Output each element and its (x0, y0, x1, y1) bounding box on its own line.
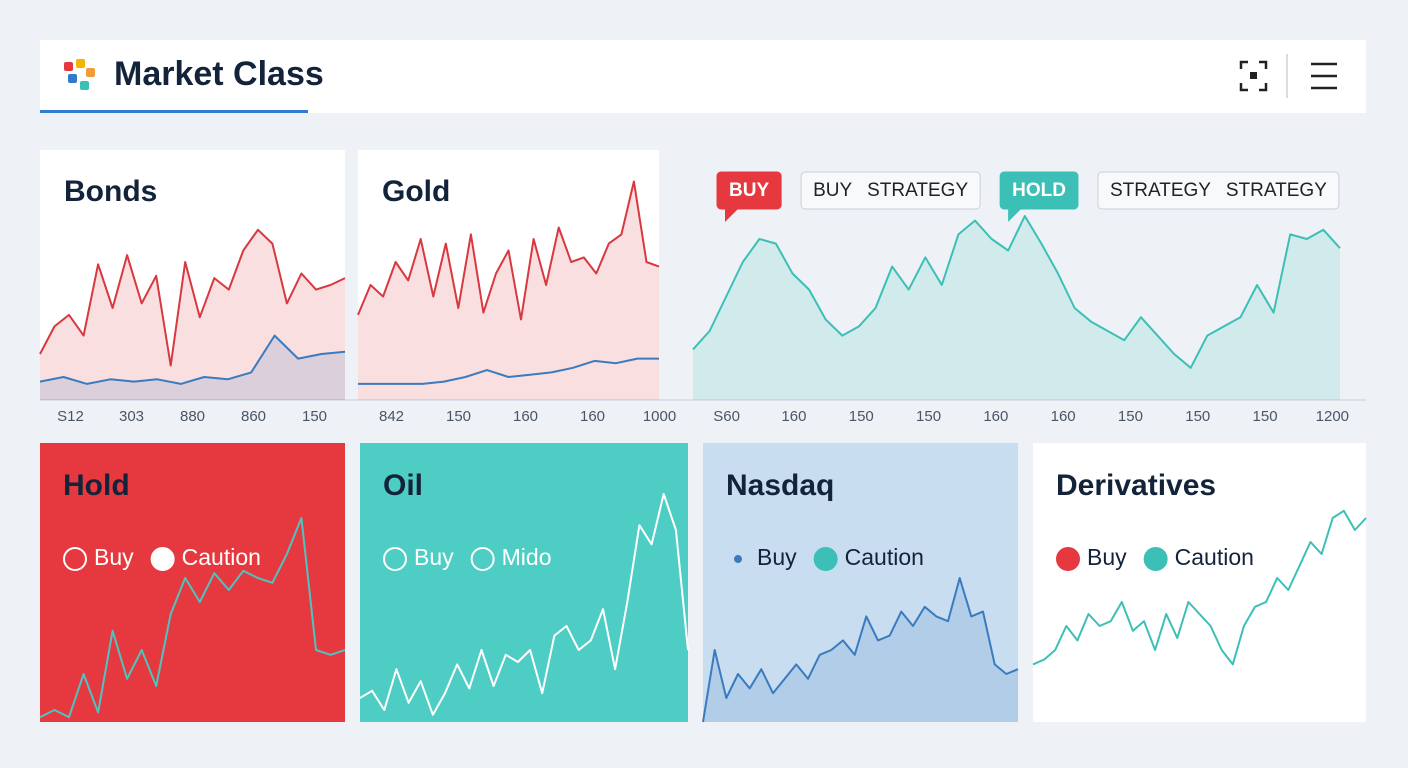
axis-label: 303 (119, 408, 144, 425)
panel-background (360, 443, 688, 722)
line (39, 517, 346, 719)
legend-label: Mido (502, 544, 552, 570)
line (1032, 509, 1367, 666)
tag-pointer (725, 208, 739, 222)
legend-marker (63, 547, 87, 571)
area (693, 216, 1340, 400)
tag-box (999, 171, 1079, 210)
line (39, 228, 346, 367)
line (692, 215, 1341, 369)
axis-label: 880 (180, 408, 205, 425)
line (359, 493, 689, 716)
axis-label: 150 (1118, 408, 1143, 425)
legend-marker (813, 547, 838, 571)
axis-label: 160 (580, 408, 605, 425)
axis-label: 860 (241, 408, 266, 425)
legend-marker (1056, 547, 1080, 571)
panel-title: Oil (383, 469, 423, 502)
axis-label: 150 (849, 408, 874, 425)
legend-label: Buy (1087, 544, 1127, 570)
tag-text: STRATEGY STRATEGY (1110, 180, 1327, 201)
axis-label: 842 (379, 408, 404, 425)
axis-label: S12 (57, 408, 84, 425)
tag-box (1097, 171, 1340, 210)
line (357, 180, 660, 321)
axis-label: 160 (1051, 408, 1076, 425)
panel-title: Hold (63, 469, 130, 502)
tag-box (716, 171, 782, 210)
legend-marker (150, 547, 175, 571)
header-underline (40, 110, 308, 113)
panel-background (40, 443, 345, 722)
panel-background (703, 443, 1018, 722)
tag: BUY STRATEGY (800, 171, 981, 210)
tag-box (800, 171, 981, 210)
panel-title: Gold (382, 175, 450, 208)
axis-label: 160 (983, 408, 1008, 425)
legend-marker (470, 547, 495, 571)
tag-pointer (1008, 208, 1023, 222)
tag: BUY (716, 171, 782, 222)
legend-label: Buy (94, 544, 134, 570)
line (702, 577, 1019, 723)
area (703, 578, 1018, 722)
panel-background (1033, 443, 1366, 722)
legend-label: Caution (845, 544, 924, 570)
header-bar (40, 40, 1366, 113)
axis-label: 1200 (1316, 408, 1349, 425)
panel-background (358, 150, 659, 400)
area (40, 335, 345, 400)
legend-label: Buy (414, 544, 454, 570)
axis-label: 150 (446, 408, 471, 425)
app-title: Market Class (114, 55, 324, 93)
line (358, 357, 659, 385)
legend-label: Caution (1175, 544, 1254, 570)
axis-label: 1000 (643, 408, 676, 425)
panel-title: Derivatives (1056, 469, 1216, 502)
axis-label: 150 (1253, 408, 1278, 425)
legend-label: Caution (182, 544, 261, 570)
legend-marker (383, 547, 407, 571)
tag-text: HOLD (1012, 180, 1066, 201)
focus-button[interactable] (1239, 60, 1268, 92)
legend-label: Buy (757, 544, 797, 570)
axis-label: 150 (916, 408, 941, 425)
tag: STRATEGY STRATEGY (1097, 171, 1340, 210)
panel-background (40, 150, 345, 400)
line (39, 334, 346, 385)
tag-text: BUY (729, 180, 769, 201)
area (358, 181, 659, 400)
panel-title: Bonds (64, 175, 157, 208)
menu-button[interactable] (1311, 62, 1337, 90)
legend-marker (1143, 547, 1168, 571)
axis-label: 160 (513, 408, 538, 425)
logo (64, 59, 95, 90)
legend-marker (734, 555, 742, 563)
area (40, 229, 345, 400)
axis-label: 150 (302, 408, 327, 425)
panel-title: Nasdaq (726, 469, 834, 502)
axis-label: 160 (781, 408, 806, 425)
axis-label: S60 (713, 408, 740, 425)
axis-label: 150 (1185, 408, 1210, 425)
tag-text: BUY STRATEGY (813, 180, 968, 201)
tag: HOLD (999, 171, 1079, 222)
